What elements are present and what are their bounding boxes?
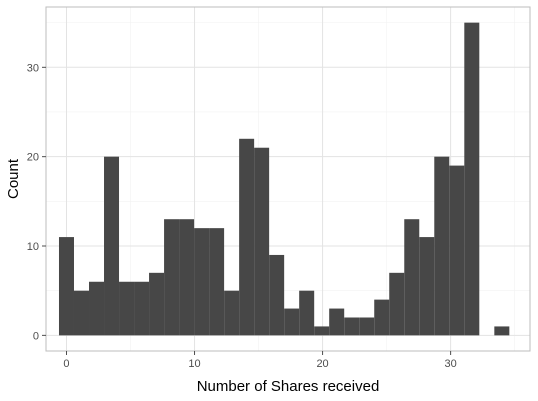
histogram-bar xyxy=(344,317,360,336)
histogram-bar xyxy=(209,228,225,336)
x-tick-label: 30 xyxy=(444,358,456,370)
histogram-bar xyxy=(164,219,180,336)
histogram-bar xyxy=(419,237,435,336)
histogram-bar xyxy=(404,219,420,336)
y-tick-label: 0 xyxy=(33,330,39,342)
histogram-bar xyxy=(269,254,285,336)
histogram-bar xyxy=(254,147,270,336)
histogram-bar xyxy=(58,237,74,336)
y-tick-label: 10 xyxy=(27,241,39,253)
histogram-bars xyxy=(58,22,510,336)
histogram-bar xyxy=(134,281,150,336)
histogram-bar xyxy=(389,272,405,336)
x-axis-title: Number of Shares received xyxy=(197,378,380,395)
y-tick-label: 30 xyxy=(27,62,39,74)
histogram-bar xyxy=(149,272,165,336)
histogram-bar xyxy=(359,317,375,336)
y-axis-ticks: 0 10 20 30 xyxy=(27,62,46,342)
y-tick-label: 20 xyxy=(27,152,39,164)
x-tick-label: 10 xyxy=(188,358,200,370)
histogram-bar xyxy=(239,138,255,336)
histogram-bar xyxy=(104,156,120,336)
histogram-bar xyxy=(194,228,210,336)
histogram-bar xyxy=(89,281,105,336)
x-tick-label: 0 xyxy=(63,358,69,370)
histogram-bar xyxy=(314,326,330,336)
histogram-bar xyxy=(374,299,390,336)
y-axis-title: Count xyxy=(5,158,22,199)
x-tick-label: 20 xyxy=(316,358,328,370)
histogram-bar xyxy=(73,290,89,336)
histogram-bar xyxy=(329,308,345,336)
histogram-bar xyxy=(464,22,480,336)
histogram-bar xyxy=(449,165,465,336)
histogram-bar xyxy=(119,281,135,336)
histogram-bar xyxy=(179,219,195,336)
histogram-bar xyxy=(494,326,510,336)
x-axis-ticks: 0 10 20 30 xyxy=(63,351,457,370)
histogram-bar xyxy=(434,156,450,336)
histogram-bar xyxy=(284,308,300,336)
panel-border xyxy=(45,6,531,352)
histogram-bar xyxy=(299,290,315,336)
histogram-bar xyxy=(224,290,240,336)
